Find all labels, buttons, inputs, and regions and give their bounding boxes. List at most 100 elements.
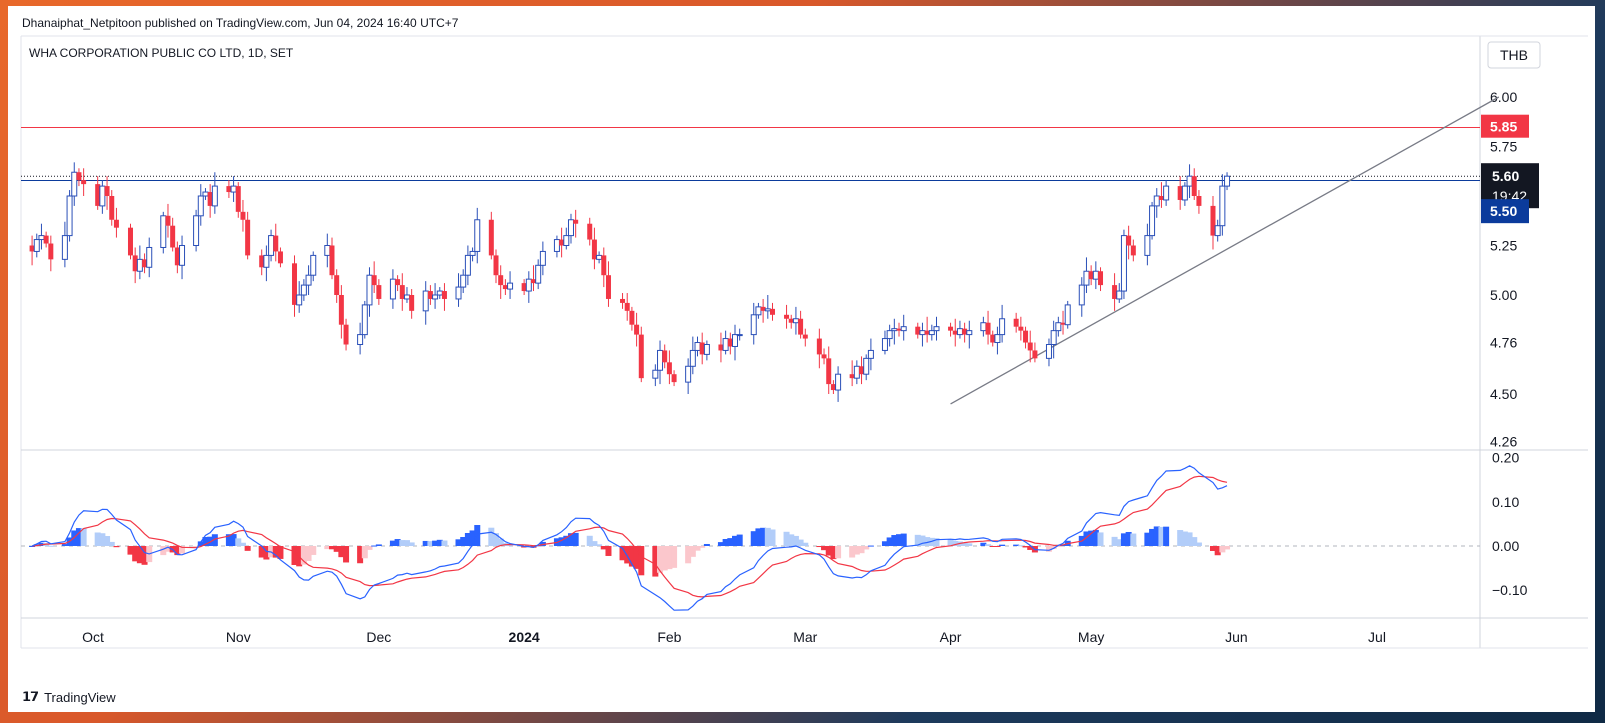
candle-body bbox=[296, 294, 303, 306]
candle-body bbox=[718, 344, 724, 351]
price-tick-label: 4.26 bbox=[1490, 434, 1517, 450]
candle-body bbox=[61, 235, 68, 260]
macd-histogram-bar bbox=[633, 546, 640, 569]
macd-histogram-bar bbox=[891, 535, 898, 546]
macd-histogram-bar bbox=[291, 546, 298, 565]
macd-histogram-bar bbox=[1050, 546, 1057, 550]
candle-body bbox=[792, 318, 799, 324]
macd-histogram-bar bbox=[160, 546, 167, 556]
price-tick-label: 4.50 bbox=[1490, 386, 1517, 402]
macd-histogram-bar bbox=[460, 536, 467, 546]
trendline bbox=[950, 96, 1500, 405]
candle-body bbox=[324, 245, 331, 256]
macd-histogram-bar bbox=[305, 546, 312, 561]
candle-body bbox=[1153, 195, 1160, 207]
chart-canvas[interactable]: WHA CORPORATION PUBLIC CO LTD, 1D, SET TH… bbox=[8, 6, 1595, 712]
macd-histogram-bar bbox=[600, 546, 607, 550]
candle-body bbox=[174, 247, 180, 266]
candle-body bbox=[821, 354, 827, 359]
candle-body bbox=[1186, 175, 1193, 187]
macd-histogram-bar bbox=[469, 530, 476, 546]
macd-histogram-bar bbox=[867, 545, 874, 547]
candle-body bbox=[399, 285, 405, 299]
macd-histogram-bar bbox=[1224, 546, 1231, 550]
candle-body bbox=[867, 349, 874, 359]
candle-body bbox=[1018, 326, 1024, 331]
candle-body bbox=[1210, 205, 1216, 236]
macd-line bbox=[31, 465, 1228, 611]
candle-body bbox=[488, 219, 494, 256]
macd-histogram-bar bbox=[422, 540, 429, 546]
price-tick-label: 5.75 bbox=[1490, 139, 1517, 155]
level-badge-blue-label: 5.50 bbox=[1490, 203, 1517, 219]
macd-histogram-bar bbox=[685, 546, 692, 564]
macd-histogram-bar bbox=[399, 540, 406, 546]
macd-histogram-bar bbox=[947, 539, 954, 546]
candle-body bbox=[816, 338, 822, 355]
candle-body bbox=[464, 254, 471, 276]
candle-body bbox=[859, 366, 865, 375]
candle-body bbox=[601, 255, 607, 276]
candle-body bbox=[357, 334, 364, 346]
tradingview-brand[interactable]: 𝟭𝟳 TradingView bbox=[22, 689, 116, 705]
candle-body bbox=[43, 235, 49, 244]
candle-body bbox=[999, 318, 1006, 336]
candle-body bbox=[207, 192, 213, 206]
macd-histogram-bar bbox=[914, 534, 921, 546]
candle-body bbox=[95, 184, 101, 206]
candle-body bbox=[338, 295, 344, 325]
macd-histogram-bar bbox=[141, 546, 148, 565]
candle-body bbox=[750, 314, 757, 336]
macd-histogram-bar bbox=[821, 546, 828, 551]
chart-frame: Dhanaiphat_Netpitoon published on Tradin… bbox=[8, 6, 1595, 712]
macd-histogram-bar bbox=[361, 546, 368, 559]
candle-body bbox=[1083, 270, 1090, 286]
candle-body bbox=[980, 322, 987, 332]
macd-histogram-bar bbox=[980, 542, 987, 546]
candle-body bbox=[29, 245, 35, 252]
macd-histogram-bar bbox=[1017, 545, 1024, 547]
candle-body bbox=[994, 334, 1001, 344]
macd-tick-label: 0.20 bbox=[1492, 450, 1519, 466]
macd-histogram-bar bbox=[863, 546, 870, 550]
candle-body bbox=[666, 362, 672, 375]
macd-histogram-bar bbox=[638, 546, 645, 576]
macd-histogram-bar bbox=[441, 540, 448, 546]
macd-histogram-bar bbox=[1027, 546, 1034, 550]
macd-histogram-bar bbox=[272, 546, 279, 558]
candle-body bbox=[689, 349, 696, 367]
macd-histogram-bar bbox=[464, 532, 471, 546]
macd-histogram-bar bbox=[586, 535, 593, 546]
candle-body bbox=[403, 294, 410, 300]
candle-body bbox=[736, 334, 743, 337]
macd-histogram-bar bbox=[919, 535, 926, 546]
candle-body bbox=[652, 369, 659, 379]
macd-histogram-bar bbox=[310, 546, 317, 555]
macd-histogram-bar bbox=[244, 546, 251, 551]
candle-body bbox=[699, 342, 705, 355]
macd-histogram-bar bbox=[671, 546, 678, 568]
candle-body bbox=[71, 171, 78, 197]
macd-histogram-bar bbox=[849, 546, 856, 558]
chart-title: WHA CORPORATION PUBLIC CO LTD, 1D, SET bbox=[29, 46, 294, 60]
macd-histogram-bar bbox=[277, 546, 284, 559]
candle-body bbox=[1149, 205, 1156, 237]
candle-body bbox=[1163, 185, 1170, 201]
macd-histogram-bar bbox=[104, 536, 111, 546]
candle-body bbox=[1116, 290, 1123, 300]
candle-body bbox=[259, 255, 265, 268]
price-tick-label: 4.76 bbox=[1490, 335, 1517, 351]
macd-histogram-bar bbox=[1045, 546, 1052, 552]
candle-body bbox=[948, 326, 954, 331]
macd-histogram-bar bbox=[558, 537, 565, 546]
macd-histogram-bar bbox=[591, 541, 598, 546]
macd-histogram-bar bbox=[1144, 532, 1151, 546]
candle-body bbox=[896, 328, 902, 331]
candle-body bbox=[952, 330, 958, 335]
macd-histogram-bar bbox=[394, 539, 401, 546]
macd-histogram-bar bbox=[371, 545, 378, 547]
candle-body bbox=[132, 255, 138, 272]
candle-body bbox=[1219, 185, 1226, 227]
candle-body bbox=[629, 310, 635, 325]
candle-body bbox=[788, 318, 794, 323]
